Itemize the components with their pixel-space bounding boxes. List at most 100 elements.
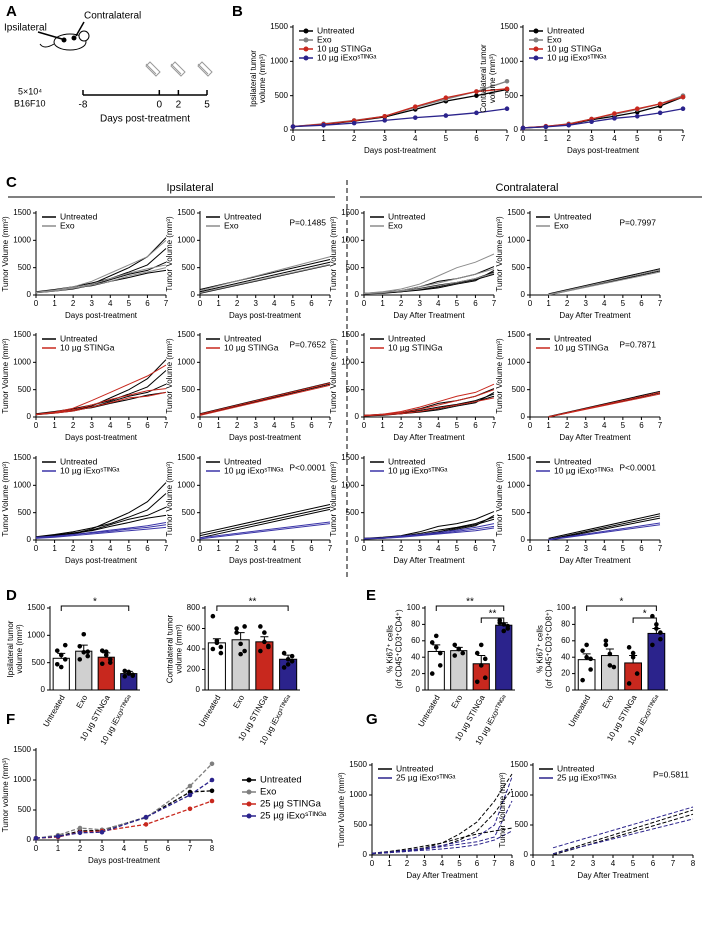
data-point (626, 681, 632, 686)
y-tick-label: 0 (27, 290, 32, 299)
point (143, 822, 149, 827)
subject-line (552, 818, 694, 855)
x-tick-label: 0 (528, 544, 533, 553)
y-tick-label: 1000 (27, 630, 45, 639)
x-tick-label: 5 (144, 844, 149, 853)
data-point (429, 671, 435, 676)
x-tick-label: 6 (474, 134, 479, 143)
y-tick-label: 80 (411, 620, 420, 629)
x-axis-label: Days post-treatment (100, 114, 190, 125)
x-tick-label: 4 (436, 421, 441, 430)
y-tick-label: 1500 (13, 330, 31, 339)
y-tick-label: 1000 (500, 56, 518, 65)
x-tick-label: 7 (492, 421, 497, 430)
subject-line (363, 269, 495, 295)
p-value: P=0.5811 (653, 769, 689, 779)
legend-marker (533, 28, 539, 34)
y-tick-label: 1500 (270, 22, 288, 31)
data-point (242, 648, 247, 654)
x-tick-label: 7 (658, 544, 663, 553)
legend-label: Untreated (60, 456, 98, 466)
y-tick-label: 1000 (270, 56, 288, 65)
x-tick-label: 3 (583, 544, 588, 553)
data-point (626, 645, 632, 650)
x-tick-label: 1 (216, 544, 221, 553)
x-tick-label: 2 (399, 421, 404, 430)
data-point (214, 640, 220, 646)
point (543, 124, 549, 130)
schematic-label: B16F10 (14, 98, 46, 108)
y-tick-label: 1500 (13, 453, 31, 462)
y-tick-label: 0 (191, 412, 196, 421)
x-tick-label: 2 (235, 421, 240, 430)
x-tick-label: 7 (328, 421, 333, 430)
subject-line (371, 773, 513, 854)
subject-line (363, 272, 495, 294)
x-tick-label: Untreated (41, 694, 66, 729)
legend-label: Untreated (547, 25, 585, 35)
data-point (285, 662, 291, 667)
data-point (266, 644, 271, 650)
y-tick-label: 0 (27, 835, 32, 844)
y-tick-label: 60 (561, 636, 570, 645)
x-tick-label: 3 (583, 421, 588, 430)
subject-line (363, 527, 495, 540)
data-point (630, 654, 636, 660)
syringes (145, 61, 213, 77)
y-tick-label: 1000 (13, 480, 31, 489)
data-point (122, 668, 128, 674)
data-point (584, 642, 589, 648)
y-tick-label: 500 (515, 820, 529, 829)
data-point (285, 656, 291, 662)
x-tick-label: 6 (651, 859, 656, 868)
y-axis-label: Tumor Volume (mm³) (1, 216, 10, 292)
data-point (107, 657, 113, 662)
subject-line (35, 364, 167, 415)
point (187, 792, 193, 798)
bar (495, 624, 513, 691)
y-axis-label: Contralateral tumor (479, 44, 488, 113)
point (657, 101, 663, 107)
data-point (482, 675, 488, 680)
y-tick-label: 1500 (341, 330, 359, 339)
legend-label: Untreated (388, 211, 426, 221)
y-axis-label: Tumor Volume (mm³) (337, 772, 346, 848)
p-value: P=0.7997 (619, 217, 656, 227)
y-tick-label: 1000 (349, 790, 367, 799)
legend-label: 25 µg iExoˢᵀᴵᴺᴳᵃ (557, 772, 617, 782)
y-tick-label: 500 (182, 263, 196, 272)
y-tick-label: 600 (187, 624, 201, 633)
x-tick-label: 3 (422, 859, 427, 868)
y-tick-label: 0 (27, 412, 32, 421)
data-point (452, 642, 458, 648)
x-tick-label: 2 (405, 859, 410, 868)
data-point (242, 624, 247, 629)
point (209, 761, 215, 767)
point (187, 806, 193, 812)
y-tick-label: 1000 (13, 357, 31, 366)
x-tick-label: 0 (291, 134, 296, 143)
point (443, 95, 449, 101)
data-point (603, 642, 609, 648)
data-point (262, 630, 267, 635)
legend-label: Exo (554, 220, 569, 230)
data-point (437, 663, 443, 668)
data-point (603, 638, 609, 644)
x-tick-label: 1 (380, 544, 385, 553)
subject-line (371, 788, 513, 855)
point (33, 835, 39, 841)
x-tick-label: 3 (253, 421, 258, 430)
legend-label: Exo (260, 787, 276, 798)
y-tick-label: 1500 (510, 760, 528, 769)
x-tick-label: 1 (52, 544, 57, 553)
arrow (37, 31, 63, 40)
y-tick-label: 40 (411, 652, 420, 661)
x-tick-label: 2 (565, 299, 570, 308)
x-tick-label: 4 (436, 544, 441, 553)
data-point (58, 652, 64, 658)
series-line (292, 80, 508, 128)
y-axis-label: Tumor volume (mm³) (1, 757, 10, 832)
panel-letter: F (6, 711, 15, 728)
y-tick-label: 1000 (507, 480, 525, 489)
